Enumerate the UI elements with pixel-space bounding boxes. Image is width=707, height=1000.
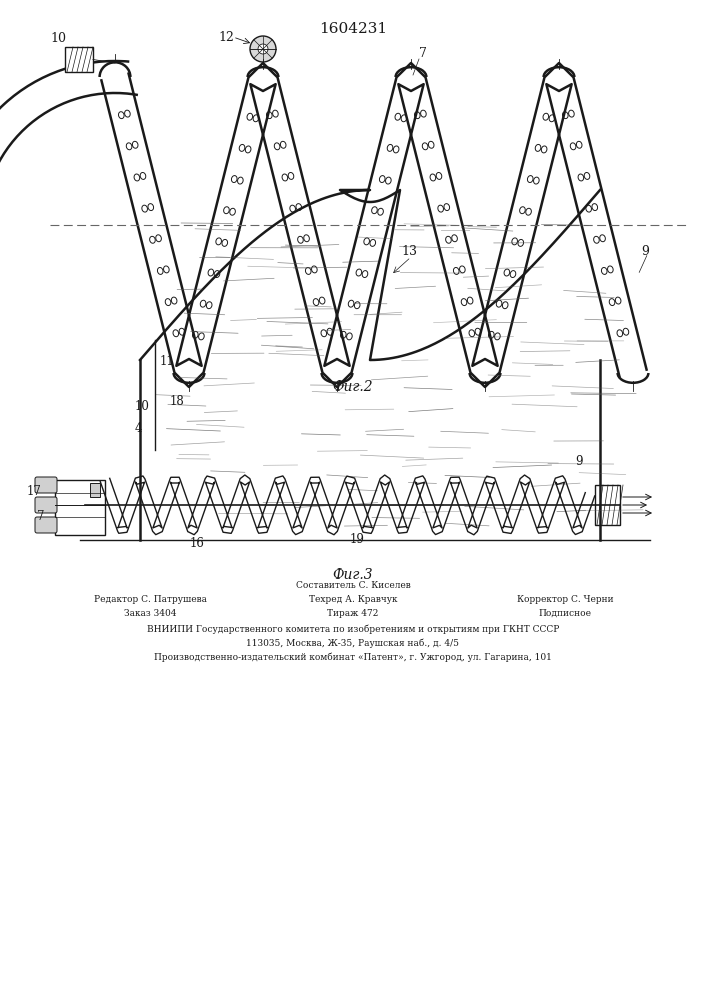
Text: 12: 12	[218, 31, 234, 44]
Text: 13: 13	[401, 245, 417, 258]
Text: Подписное: Подписное	[539, 609, 592, 618]
Text: 113035, Москва, Ж-35, Раушская наб., д. 4/5: 113035, Москва, Ж-35, Раушская наб., д. …	[247, 639, 460, 648]
Text: 16: 16	[190, 537, 205, 550]
Circle shape	[250, 36, 276, 62]
Text: 11: 11	[160, 355, 175, 368]
Text: 18: 18	[170, 395, 185, 408]
FancyBboxPatch shape	[35, 477, 57, 493]
Bar	[55, 480, 105, 535]
Text: 10: 10	[135, 400, 150, 413]
Bar	[90, 483, 100, 497]
Text: 17: 17	[27, 485, 42, 498]
Text: Фиг.3: Фиг.3	[333, 568, 373, 582]
Text: Тираж 472: Тираж 472	[327, 609, 379, 618]
Text: 7: 7	[37, 510, 45, 523]
Circle shape	[258, 44, 268, 54]
Text: Заказ 3404: Заказ 3404	[124, 609, 176, 618]
Text: Редактор С. Патрушева: Редактор С. Патрушева	[93, 595, 206, 604]
FancyBboxPatch shape	[35, 497, 57, 513]
Text: 1604231: 1604231	[319, 22, 387, 36]
Text: 9: 9	[575, 455, 583, 468]
Text: 7: 7	[419, 47, 427, 60]
Text: 10: 10	[50, 32, 66, 45]
Text: Техред А. Кравчук: Техред А. Кравчук	[309, 595, 397, 604]
Text: 9: 9	[641, 245, 649, 258]
Text: ВНИИПИ Государственного комитета по изобретениям и открытиям при ГКНТ СССР: ВНИИПИ Государственного комитета по изоб…	[147, 625, 559, 635]
Bar	[595, 485, 620, 525]
Bar	[65, 47, 93, 72]
FancyBboxPatch shape	[35, 517, 57, 533]
Text: Составитель С. Киселев: Составитель С. Киселев	[296, 581, 410, 590]
Text: 19: 19	[350, 533, 365, 546]
Text: 4: 4	[135, 422, 143, 435]
Text: Корректор С. Черни: Корректор С. Черни	[517, 595, 613, 604]
Text: Фиг.2: Фиг.2	[333, 380, 373, 394]
Text: Производственно-издательский комбинат «Патент», г. Ужгород, ул. Гагарина, 101: Производственно-издательский комбинат «П…	[154, 653, 552, 662]
